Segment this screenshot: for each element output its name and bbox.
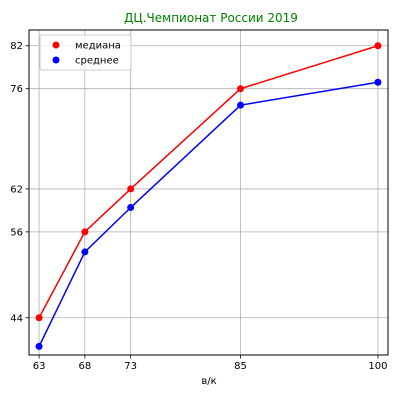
legend-box: [39, 34, 132, 71]
y-tick-label: 44: [10, 313, 23, 324]
legend-label: медиана: [75, 41, 121, 52]
series-lines: [38, 45, 379, 347]
data-point: [237, 101, 245, 109]
data-point: [237, 85, 245, 93]
data-point: [374, 78, 382, 86]
x-tick-label: 63: [33, 361, 46, 372]
series-points: [35, 42, 382, 350]
legend-marker: [52, 41, 60, 49]
legend-marker: [52, 56, 60, 64]
data-point: [35, 314, 43, 322]
x-axis-label: в/к: [201, 376, 216, 387]
y-ticks: 44 56 62 76 82: [10, 41, 29, 324]
legend-label: среднее: [75, 56, 119, 67]
y-tick-label: 56: [10, 227, 23, 238]
chart-title: ДЦ.Чемпионат России 2019: [124, 11, 298, 25]
plot-frame: [28, 29, 389, 356]
x-tick-label: 73: [124, 361, 137, 372]
x-tick-label: 85: [234, 361, 247, 372]
y-tick-label: 76: [10, 84, 23, 95]
series-line-2: [38, 81, 379, 347]
data-point: [374, 42, 382, 50]
series-line-1: [38, 45, 379, 319]
y-tick-label: 62: [10, 184, 23, 195]
data-point: [35, 342, 43, 350]
grid: [29, 30, 388, 355]
x-ticks: 63 68 73 85 100: [33, 355, 387, 372]
y-tick-label: 82: [10, 41, 23, 52]
data-point: [127, 204, 135, 212]
x-tick-label: 68: [78, 361, 91, 372]
data-point: [81, 248, 89, 256]
x-tick-label: 100: [368, 361, 387, 372]
data-point: [127, 185, 135, 193]
data-point: [81, 228, 89, 236]
legend: медиана среднее: [39, 34, 132, 71]
